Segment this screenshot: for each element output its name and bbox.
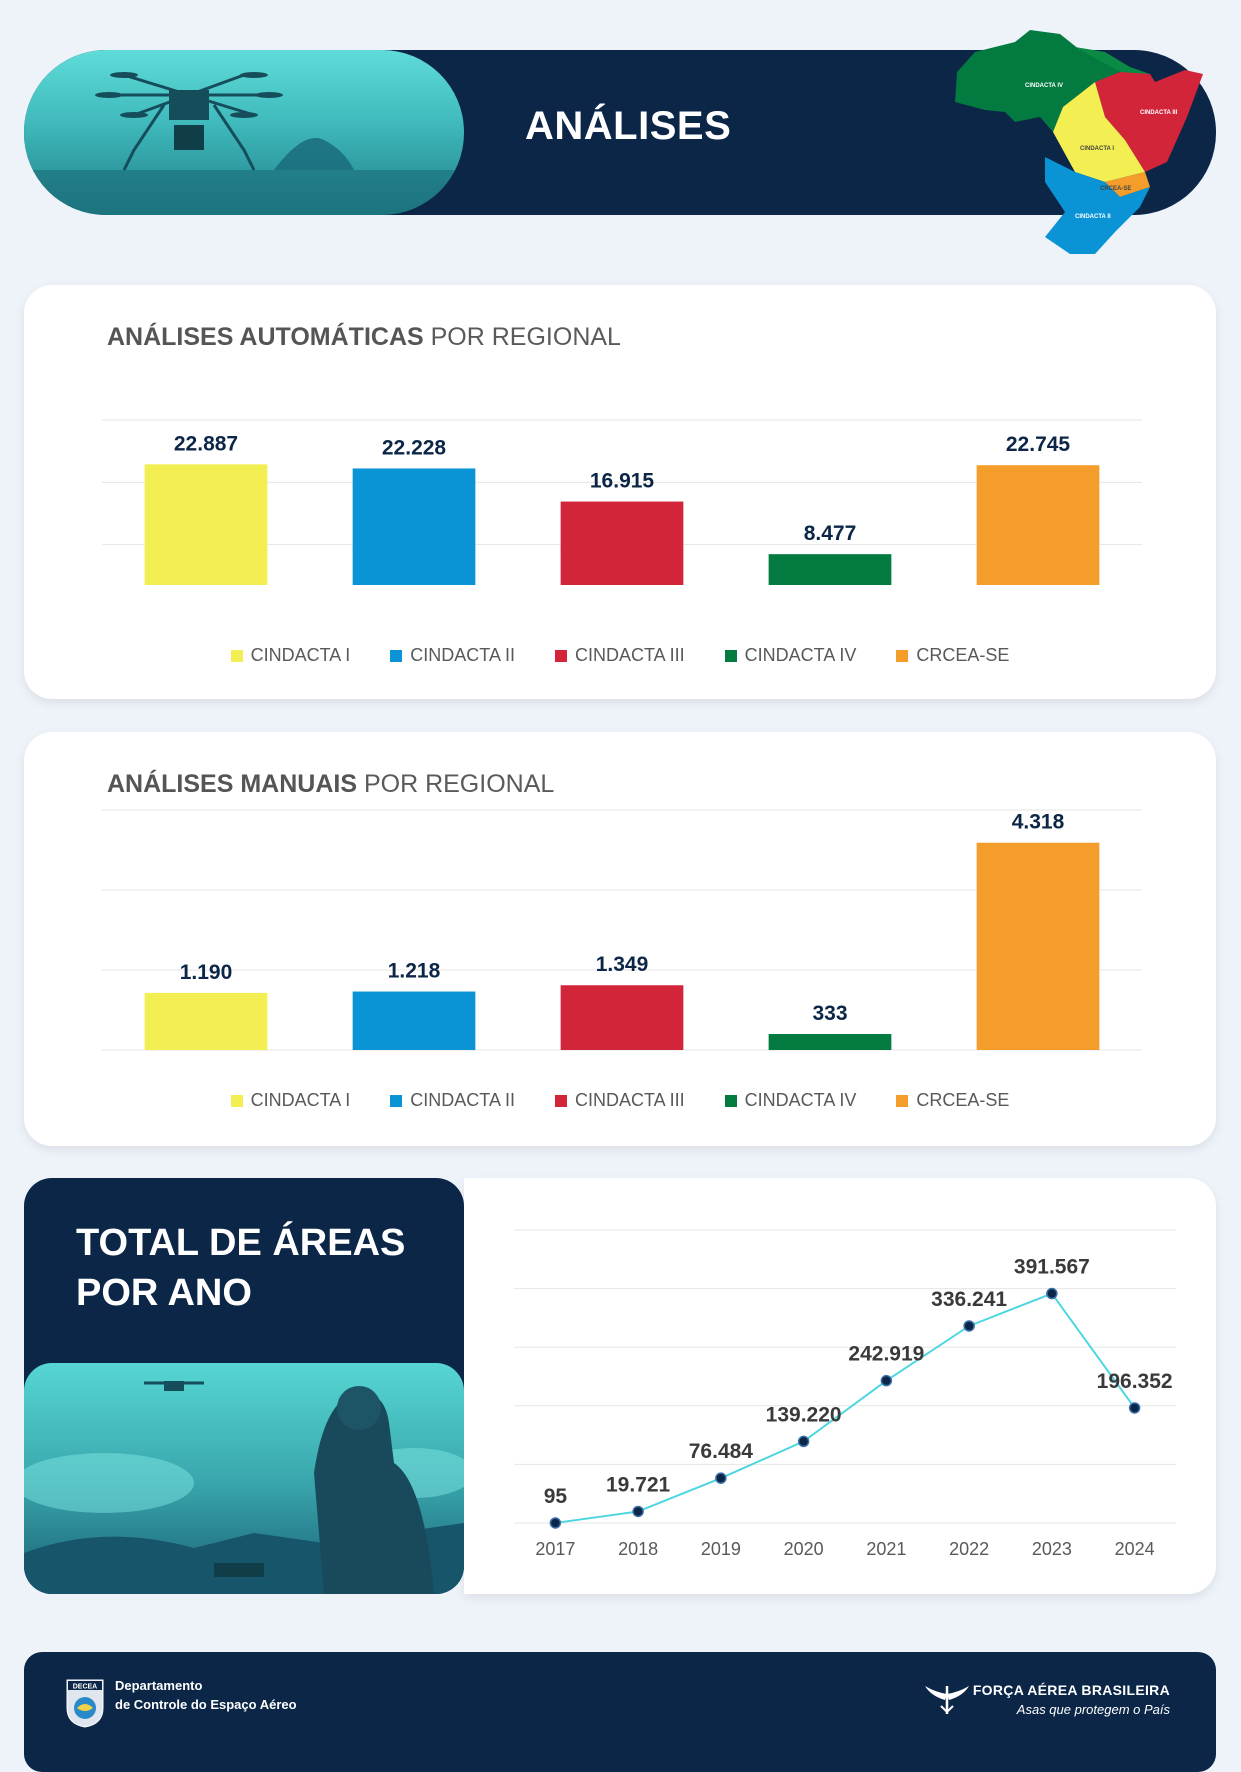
point-value-label: 19.721 bbox=[606, 1473, 671, 1496]
auto-analyses-legend: CINDACTA I CINDACTA II CINDACTA III CIND… bbox=[24, 645, 1216, 666]
data-point-2024 bbox=[1128, 1402, 1141, 1414]
fab-wings-icon bbox=[925, 1686, 969, 1714]
point-value-label: 196.352 bbox=[1097, 1370, 1173, 1393]
data-point-2019 bbox=[715, 1472, 727, 1484]
bar-value-label: 22.887 bbox=[174, 432, 238, 455]
drone-illustration bbox=[24, 72, 464, 215]
bar-cindacta-i bbox=[144, 464, 268, 585]
manual-analyses-card: ANÁLISES MANUAIS POR REGIONAL 1.190 1.218… bbox=[24, 732, 1216, 1146]
manual-analyses-legend: CINDACTA I CINDACTA II CINDACTA III CIND… bbox=[24, 1090, 1216, 1111]
bar-value-label: 8.477 bbox=[804, 522, 857, 545]
legend-item-cindacta-iii: CINDACTA III bbox=[554, 645, 685, 666]
point-value-label: 391.567 bbox=[1014, 1256, 1090, 1279]
bar-cindacta-ii bbox=[352, 991, 476, 1050]
bar-crcea-se bbox=[976, 842, 1100, 1050]
data-point-2022 bbox=[963, 1320, 975, 1332]
bar-value-label: 22.745 bbox=[1006, 433, 1071, 456]
total-areas-series-line bbox=[555, 1292, 1136, 1524]
auto-analyses-title: ANÁLISES AUTOMÁTICAS POR REGIONAL bbox=[107, 323, 621, 351]
point-value-label: 76.484 bbox=[689, 1440, 754, 1463]
footer: DECEA Departamento de Controle do Espaço… bbox=[24, 1652, 1216, 1772]
legend-item-cindacta-iv: CINDACTA IV bbox=[724, 645, 856, 666]
map-label-cindacta-iii: CINDACTA III bbox=[1140, 110, 1178, 116]
auto-analyses-bar-chart: 22.887 22.228 16.915 8.477 22.745 bbox=[102, 419, 1142, 585]
data-point-2018 bbox=[632, 1505, 644, 1518]
total-areas-title: TOTAL DE ÁREAS POR ANO bbox=[76, 1222, 406, 1314]
legend-item-cindacta-i: CINDACTA I bbox=[230, 1090, 350, 1111]
bar-cindacta-iii bbox=[560, 501, 684, 585]
x-tick-label: 2019 bbox=[701, 1539, 741, 1559]
drone-operator-illustration bbox=[24, 1381, 464, 1594]
operator-photo bbox=[24, 1363, 464, 1594]
manual-analyses-title: ANÁLISES MANUAIS POR REGIONAL bbox=[107, 770, 555, 798]
point-value-label: 95 bbox=[544, 1485, 568, 1508]
bar-crcea-se bbox=[976, 465, 1100, 585]
bar-value-label: 4.318 bbox=[1012, 811, 1065, 834]
drone-photo bbox=[24, 50, 464, 215]
bar-cindacta-iv bbox=[768, 554, 892, 585]
svg-text:DECEA: DECEA bbox=[73, 1684, 98, 1691]
legend-item-crcea-se: CRCEA-SE bbox=[896, 645, 1009, 666]
legend-item-cindacta-i: CINDACTA I bbox=[230, 645, 350, 666]
point-value-label: 336.241 bbox=[931, 1288, 1007, 1311]
total-areas-panel: TOTAL DE ÁREAS POR ANO bbox=[24, 1178, 464, 1594]
page-title: ANÁLISES bbox=[525, 104, 732, 148]
legend-item-crcea-se: CRCEA-SE bbox=[896, 1090, 1009, 1111]
bar-cindacta-iii bbox=[560, 985, 684, 1050]
point-value-label: 139.220 bbox=[766, 1403, 842, 1426]
bar-value-label: 1.218 bbox=[388, 960, 441, 983]
fab-name: FORÇA AÉREA BRASILEIRA Asas que protegem… bbox=[972, 1682, 1170, 1717]
data-point-2020 bbox=[797, 1435, 810, 1448]
brazil-regional-map: CINDACTA IV CINDACTA III CINDACTA I CRCE… bbox=[955, 30, 1203, 254]
x-tick-label: 2020 bbox=[784, 1539, 824, 1559]
map-label-cindacta-ii: CINDACTA II bbox=[1075, 214, 1111, 220]
bar-value-label: 22.228 bbox=[382, 436, 447, 459]
x-tick-label: 2023 bbox=[1032, 1539, 1072, 1559]
bar-value-label: 1.190 bbox=[180, 961, 233, 984]
x-tick-label: 2022 bbox=[949, 1539, 989, 1559]
x-tick-label: 2017 bbox=[535, 1539, 575, 1559]
map-label-cindacta-i: CINDACTA I bbox=[1080, 146, 1114, 152]
decea-name: Departamento de Controle do Espaço Aéreo bbox=[115, 1678, 297, 1712]
data-point-2017 bbox=[549, 1517, 562, 1529]
bar-cindacta-iv bbox=[768, 1034, 892, 1050]
legend-item-cindacta-iv: CINDACTA IV bbox=[724, 1090, 856, 1111]
total-areas-line-chart: 95 2017 19.721 2018 76.484 2019 139.220 2020 242… bbox=[514, 1229, 1176, 1559]
decea-logo-icon: DECEA bbox=[66, 1679, 104, 1728]
bar-value-label: 1.349 bbox=[596, 953, 649, 976]
total-areas-chart-card: 95 2017 19.721 2018 76.484 2019 139.220 2020 242… bbox=[464, 1178, 1216, 1594]
x-tick-label: 2024 bbox=[1115, 1539, 1155, 1559]
x-tick-label: 2021 bbox=[866, 1539, 906, 1559]
data-point-2023 bbox=[1046, 1287, 1058, 1300]
auto-analyses-card: ANÁLISES AUTOMÁTICAS POR REGIONAL 22.887… bbox=[24, 285, 1216, 699]
map-label-crcea-se: CRCEA-SE bbox=[1100, 186, 1131, 192]
legend-item-cindacta-ii: CINDACTA II bbox=[390, 645, 515, 666]
bar-value-label: 333 bbox=[812, 1002, 847, 1025]
point-value-label: 242.919 bbox=[848, 1343, 924, 1366]
bar-value-label: 16.915 bbox=[590, 470, 655, 493]
manual-analyses-bar-chart: 1.190 1.218 1.349 333 4.318 bbox=[102, 809, 1142, 1051]
map-label-cindacta-iv: CINDACTA IV bbox=[1025, 83, 1063, 89]
bar-cindacta-i bbox=[144, 992, 268, 1050]
bar-cindacta-ii bbox=[352, 468, 476, 585]
legend-item-cindacta-iii: CINDACTA III bbox=[554, 1090, 685, 1111]
x-tick-label: 2018 bbox=[618, 1539, 658, 1559]
legend-item-cindacta-ii: CINDACTA II bbox=[390, 1090, 515, 1111]
data-point-2021 bbox=[880, 1374, 893, 1387]
